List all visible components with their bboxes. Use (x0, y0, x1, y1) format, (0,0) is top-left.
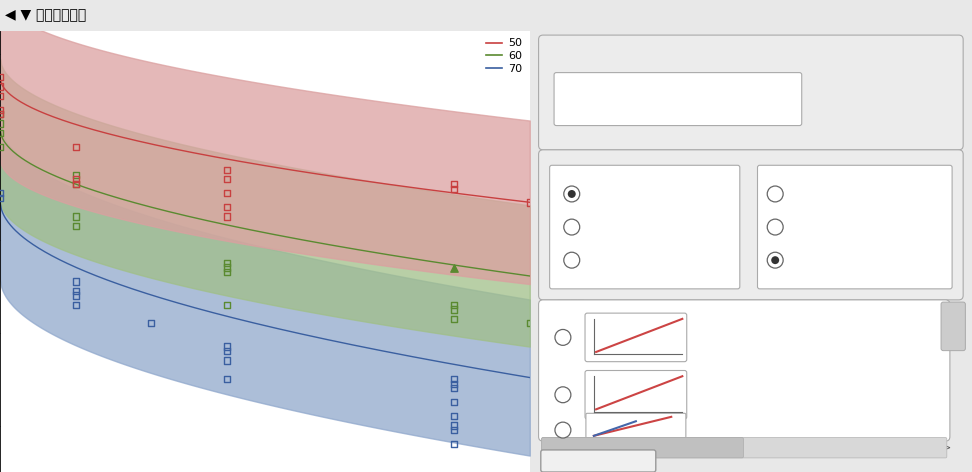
FancyBboxPatch shape (941, 302, 965, 351)
FancyBboxPatch shape (541, 438, 947, 458)
Point (446, 380, 462, 388)
Circle shape (564, 219, 579, 235)
Point (144, 320, 159, 327)
Point (0, 110, 8, 118)
FancyBboxPatch shape (586, 413, 686, 438)
Circle shape (568, 190, 575, 198)
Point (446, 301, 462, 309)
Legend: 50, 60, 70: 50, 60, 70 (483, 36, 524, 76)
Point (220, 259, 235, 267)
Point (0, 106, 8, 113)
Text: 线性: 线性 (788, 189, 801, 199)
Point (68, 287, 84, 295)
Text: ∨: ∨ (781, 93, 789, 103)
Point (68, 213, 84, 220)
Point (0, 129, 8, 137)
Point (446, 185, 462, 193)
Point (220, 343, 235, 350)
Point (220, 213, 235, 220)
Point (446, 306, 462, 313)
Point (68, 143, 84, 151)
Point (0, 83, 8, 90)
Point (0, 120, 8, 127)
Circle shape (564, 186, 579, 202)
Point (68, 180, 84, 188)
Text: 路径定义: 路径定义 (556, 298, 584, 311)
Point (68, 278, 84, 285)
Circle shape (555, 329, 571, 346)
FancyBboxPatch shape (538, 35, 963, 150)
Point (0, 73, 8, 81)
Point (446, 385, 462, 392)
Point (220, 176, 235, 183)
Point (446, 398, 462, 406)
Point (220, 347, 235, 355)
Point (220, 203, 235, 211)
Point (68, 176, 84, 183)
Point (220, 375, 235, 383)
Text: Log: Log (788, 222, 807, 232)
Point (68, 180, 84, 188)
Point (446, 422, 462, 430)
FancyBboxPatch shape (549, 165, 740, 289)
Text: μ = b0 + b1 •f(time): μ = b0 + b1 •f(time) (693, 332, 801, 342)
Text: 对数正态: 对数正态 (583, 93, 609, 103)
Point (446, 375, 462, 383)
Text: >: > (943, 443, 952, 453)
Point (220, 357, 235, 364)
Point (220, 269, 235, 276)
Text: 平方根: 平方根 (585, 255, 604, 265)
Circle shape (767, 186, 783, 202)
Text: 变换: 变换 (556, 150, 571, 163)
Text: 生成报表: 生成报表 (585, 456, 611, 466)
Text: 周数: 周数 (795, 168, 809, 177)
Circle shape (555, 422, 571, 438)
Point (522, 320, 538, 327)
Point (446, 264, 462, 271)
Point (446, 440, 462, 448)
Point (446, 180, 462, 188)
Text: 强度: 强度 (587, 168, 601, 177)
FancyBboxPatch shape (585, 313, 687, 362)
FancyBboxPatch shape (540, 450, 656, 472)
Text: 线性: 线性 (585, 189, 598, 199)
Circle shape (767, 252, 783, 268)
Circle shape (555, 387, 571, 403)
Text: <: < (545, 443, 553, 453)
Point (446, 413, 462, 420)
Point (0, 92, 8, 100)
Circle shape (771, 256, 780, 264)
Point (0, 189, 8, 197)
Point (68, 171, 84, 178)
Text: μ = b0   + b1 •f(time): μ = b0 + b1 •f(time) (693, 425, 808, 435)
FancyBboxPatch shape (757, 165, 953, 289)
Point (220, 189, 235, 197)
Point (0, 194, 8, 202)
FancyBboxPatch shape (538, 300, 950, 441)
Circle shape (564, 252, 579, 268)
FancyBboxPatch shape (541, 438, 744, 458)
Point (0, 110, 8, 118)
Text: 分布: 分布 (556, 42, 571, 55)
FancyBboxPatch shape (585, 371, 687, 419)
Point (68, 222, 84, 229)
Point (68, 292, 84, 299)
Point (446, 426, 462, 434)
Text: Log: Log (585, 222, 604, 232)
FancyBboxPatch shape (538, 150, 963, 300)
Text: 平方根: 平方根 (788, 255, 807, 265)
Point (0, 143, 8, 151)
Point (446, 315, 462, 322)
Circle shape (767, 219, 783, 235)
Text: μ = b1 •f(time): μ = b1 •f(time) (693, 390, 773, 400)
Point (68, 301, 84, 309)
Text: ◀ ▼ 退化数据分析: ◀ ▼ 退化数据分析 (5, 8, 87, 22)
FancyBboxPatch shape (554, 73, 802, 126)
Point (220, 264, 235, 271)
Point (220, 166, 235, 174)
Point (522, 199, 538, 206)
Point (220, 301, 235, 309)
